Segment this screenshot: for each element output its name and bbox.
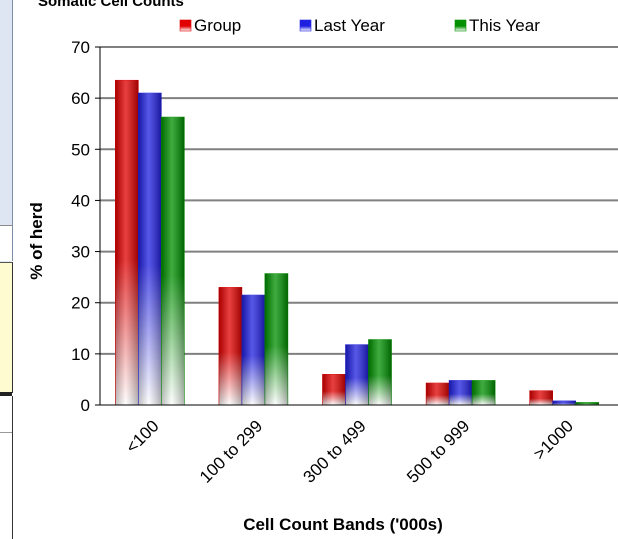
spreadsheet-edge (0, 0, 13, 539)
bar-shading (345, 344, 369, 405)
legend-swatch (454, 19, 467, 32)
x-tick-label: 500 to 999 (403, 416, 473, 486)
bar-shading (241, 295, 265, 405)
bar-shading (529, 390, 553, 405)
x-tick-label: 100 to 299 (196, 416, 266, 486)
sheet-panel-line (0, 432, 12, 433)
y-tick-label: 0 (81, 396, 90, 415)
chart-title: Somatic Cell Counts (38, 0, 184, 10)
bar-shading (138, 93, 162, 406)
chart-legend: Group Last Year This Year (179, 16, 540, 35)
legend-swatch (299, 19, 312, 32)
y-tick-label: 60 (71, 89, 90, 108)
y-tick-label: 40 (71, 191, 90, 210)
bar-shading (161, 117, 185, 406)
y-tick-label: 10 (71, 345, 90, 364)
x-tick-label: >1000 (530, 416, 577, 463)
sheet-panel-divider (0, 392, 12, 396)
bar-shading (426, 383, 450, 405)
y-axis-ticks: 0 10 20 30 40 50 60 70 (71, 38, 100, 415)
bar-shading (218, 287, 242, 405)
bar-shading (368, 339, 392, 405)
bar-shading (264, 273, 288, 405)
sheet-panel-top (0, 0, 13, 225)
gridlines (100, 46, 618, 355)
y-tick-label: 30 (71, 243, 90, 262)
y-tick-label: 20 (71, 294, 90, 313)
legend-label: This Year (469, 16, 540, 35)
sheet-panel-bottom (0, 396, 13, 539)
x-axis-ticks: <100 100 to 299 300 to 499 500 to 999 >1000 (122, 416, 577, 486)
sheet-panel-cell (0, 225, 13, 261)
x-tick-label: 300 to 499 (300, 416, 370, 486)
bar-shading (115, 80, 139, 405)
y-axis-label: % of herd (27, 202, 46, 279)
bars (115, 79, 600, 406)
y-tick-label: 50 (71, 140, 90, 159)
legend-swatch (179, 19, 192, 32)
bar-shading (449, 380, 473, 405)
bar-shading (472, 380, 496, 405)
x-axis-label: Cell Count Bands ('000s) (243, 515, 443, 534)
y-tick-label: 70 (71, 38, 90, 57)
legend-label: Group (194, 16, 241, 35)
sheet-panel-highlight (0, 262, 13, 393)
bar-shading (552, 400, 576, 405)
x-tick-label: <100 (122, 416, 163, 457)
bar-shading (575, 402, 599, 405)
bar-shading (322, 374, 346, 405)
legend-label: Last Year (314, 16, 385, 35)
